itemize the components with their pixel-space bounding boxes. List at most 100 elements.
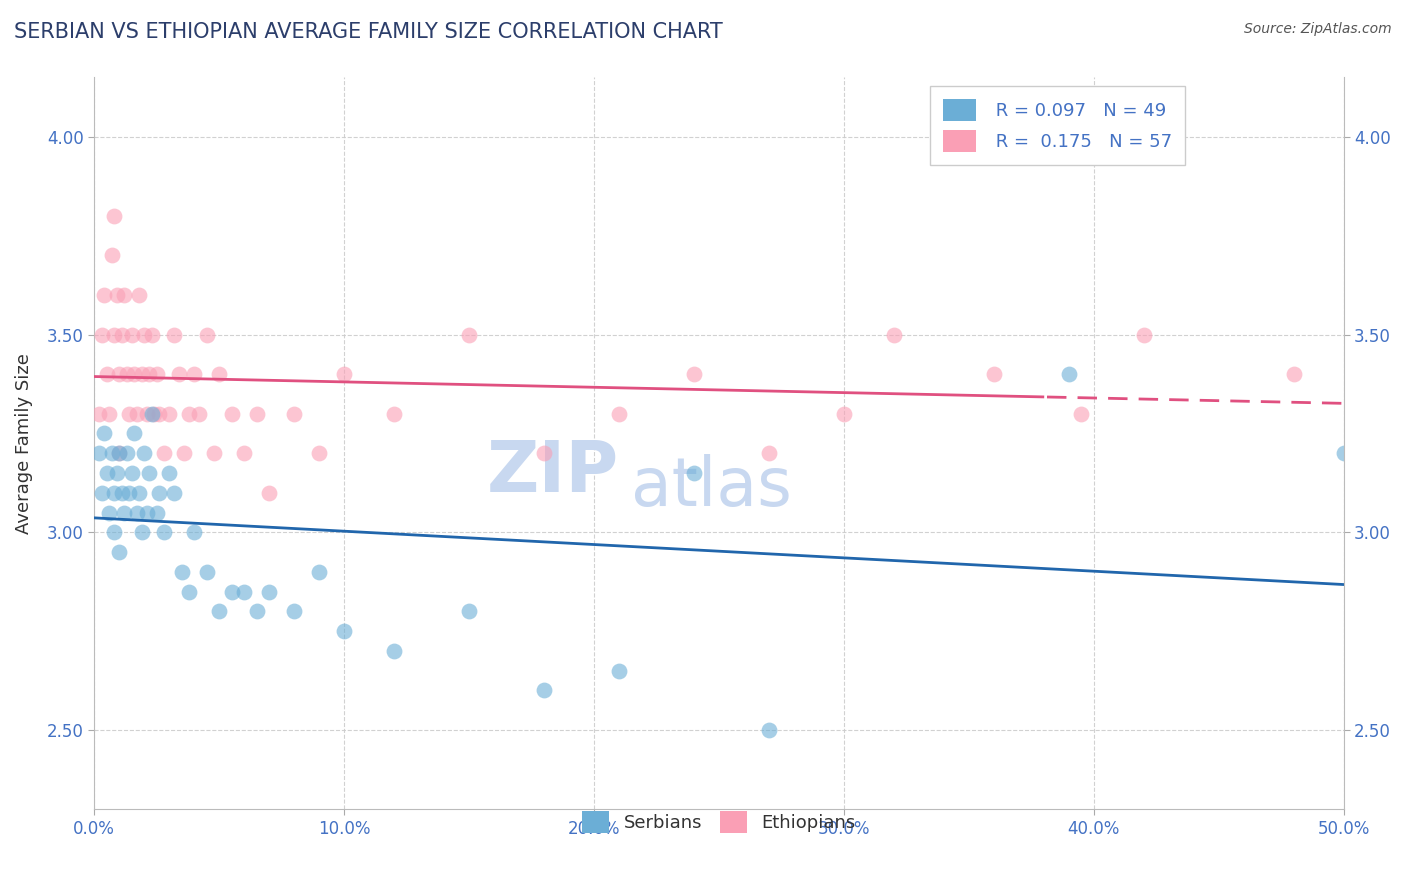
Point [157, 466, 180, 480]
Point [105, 288, 128, 302]
Point [163, 485, 186, 500]
Point [108, 367, 131, 381]
Point [112, 506, 135, 520]
Point [122, 367, 145, 381]
Point [105, 466, 128, 480]
Point [108, 545, 131, 559]
Point [134, 327, 156, 342]
Point [111, 327, 134, 342]
Point [138, 367, 160, 381]
Point [93, 426, 115, 441]
Point [179, 407, 201, 421]
Point [112, 288, 135, 302]
Point [188, 407, 211, 421]
Point [103, 327, 125, 342]
Point [382, 644, 405, 658]
Point [221, 407, 243, 421]
Point [89, 446, 111, 460]
Point [96, 367, 118, 381]
Point [93, 288, 115, 302]
Point [118, 485, 141, 500]
Point [131, 525, 153, 540]
Point [115, 367, 138, 381]
Point [533, 446, 555, 460]
Point [195, 327, 218, 342]
Point [458, 604, 481, 618]
Point [683, 367, 706, 381]
Point [173, 446, 195, 460]
Point [1333, 446, 1355, 460]
Point [202, 446, 225, 460]
Point [90, 485, 112, 500]
Point [96, 466, 118, 480]
Point [121, 466, 143, 480]
Point [98, 407, 121, 421]
Point [125, 506, 148, 520]
Point [167, 367, 190, 381]
Point [832, 407, 855, 421]
Point [103, 525, 125, 540]
Point [122, 426, 145, 441]
Text: Source: ZipAtlas.com: Source: ZipAtlas.com [1244, 22, 1392, 37]
Point [183, 525, 205, 540]
Point [125, 407, 148, 421]
Point [1070, 407, 1092, 421]
Point [138, 466, 160, 480]
Point [134, 446, 156, 460]
Point [89, 407, 111, 421]
Y-axis label: Average Family Size: Average Family Size [15, 353, 32, 533]
Point [221, 584, 243, 599]
Point [153, 525, 176, 540]
Point [157, 407, 180, 421]
Point [308, 565, 330, 579]
Point [333, 367, 356, 381]
Point [883, 327, 905, 342]
Point [90, 327, 112, 342]
Point [145, 506, 167, 520]
Point [382, 407, 405, 421]
Point [208, 367, 231, 381]
Point [115, 446, 138, 460]
Point [983, 367, 1005, 381]
Point [141, 407, 163, 421]
Point [246, 604, 269, 618]
Point [195, 565, 218, 579]
Point [100, 248, 122, 262]
Point [1282, 367, 1305, 381]
Point [1057, 367, 1080, 381]
Legend: Serbians, Ethiopians: Serbians, Ethiopians [571, 800, 866, 844]
Point [103, 485, 125, 500]
Point [607, 664, 630, 678]
Point [121, 327, 143, 342]
Point [153, 446, 176, 460]
Point [163, 327, 186, 342]
Point [458, 327, 481, 342]
Point [179, 584, 201, 599]
Point [208, 604, 231, 618]
Point [333, 624, 356, 639]
Point [283, 407, 305, 421]
Text: atlas: atlas [631, 454, 793, 520]
Point [111, 485, 134, 500]
Point [233, 446, 256, 460]
Point [233, 584, 256, 599]
Point [100, 446, 122, 460]
Point [758, 446, 780, 460]
Point [128, 485, 150, 500]
Point [758, 723, 780, 737]
Point [257, 584, 280, 599]
Point [246, 407, 269, 421]
Point [135, 506, 157, 520]
Point [135, 407, 157, 421]
Point [1133, 327, 1156, 342]
Point [683, 466, 706, 480]
Point [533, 683, 555, 698]
Point [103, 209, 125, 223]
Point [183, 367, 205, 381]
Point [108, 446, 131, 460]
Point [118, 407, 141, 421]
Point [148, 407, 170, 421]
Point [148, 485, 170, 500]
Point [283, 604, 305, 618]
Point [143, 407, 166, 421]
